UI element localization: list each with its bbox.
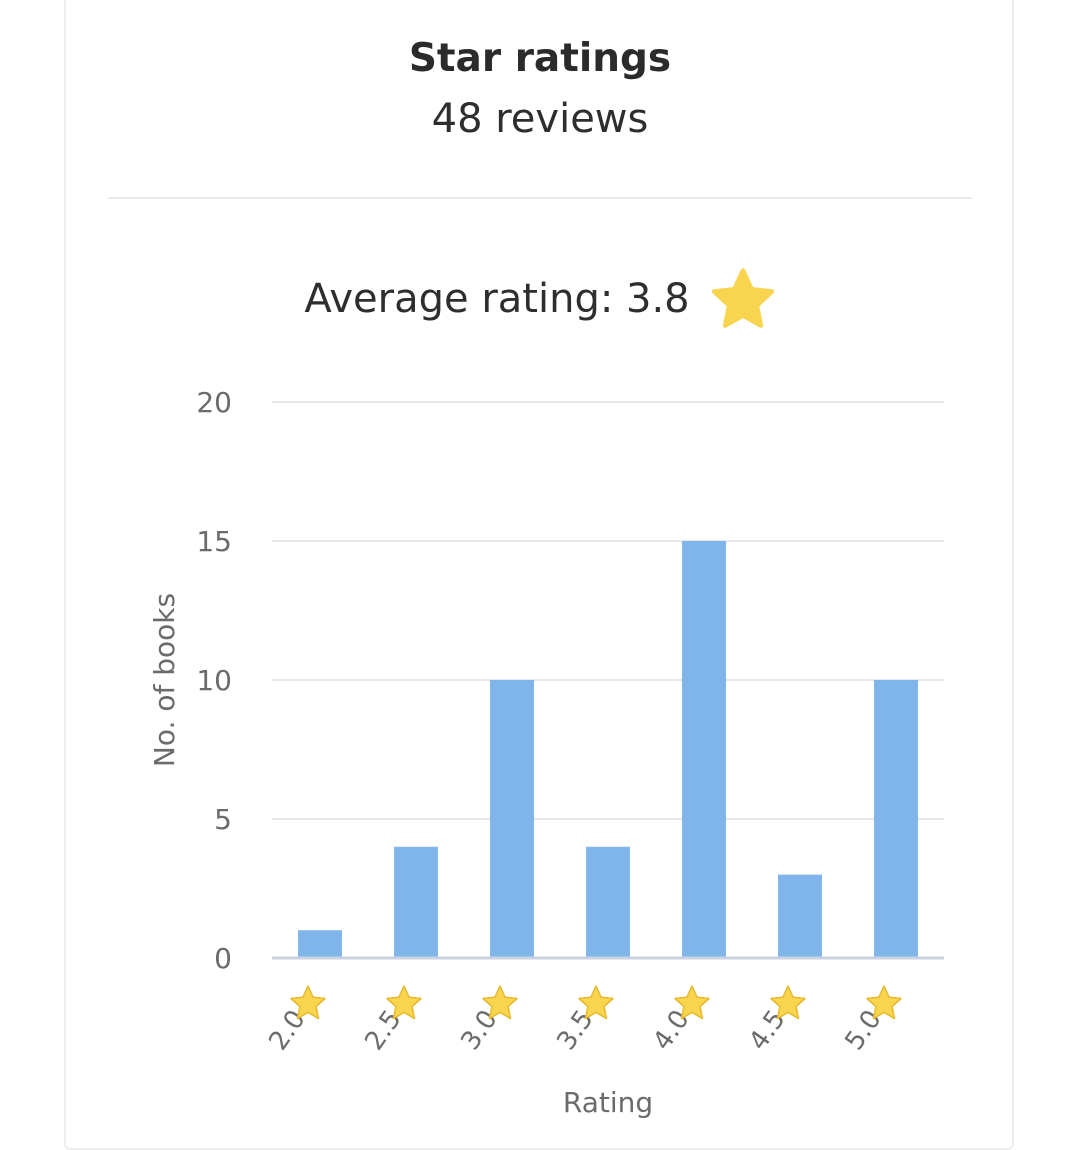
average-rating-row: Average rating: 3.8 <box>0 266 1080 332</box>
y-tick-label: 20 <box>196 386 232 419</box>
bar <box>682 541 726 958</box>
bar <box>298 930 342 958</box>
bar <box>778 874 822 958</box>
y-tick-label: 0 <box>214 942 232 975</box>
reviews-count: 48 reviews <box>431 96 649 142</box>
star-icon <box>674 985 710 1020</box>
star-icon <box>578 985 614 1020</box>
y-tick-label: 10 <box>196 664 232 697</box>
bar <box>874 680 918 958</box>
y-axis-title: No. of books <box>148 593 181 767</box>
star-icon <box>770 985 806 1020</box>
average-rating-text: Average rating: 3.8 <box>304 276 690 322</box>
divider <box>108 197 972 199</box>
star-icon <box>290 985 326 1020</box>
panel-title: Star ratings <box>408 36 672 81</box>
bar <box>586 846 630 958</box>
bar <box>490 680 534 958</box>
star-icon <box>866 985 902 1020</box>
star-icon <box>482 985 518 1020</box>
y-tick-label: 5 <box>214 803 232 836</box>
bar <box>394 846 438 958</box>
star-icon <box>386 985 422 1020</box>
star-icon <box>711 268 774 328</box>
y-tick-label: 15 <box>196 525 232 558</box>
x-axis-title: Rating <box>563 1086 653 1119</box>
